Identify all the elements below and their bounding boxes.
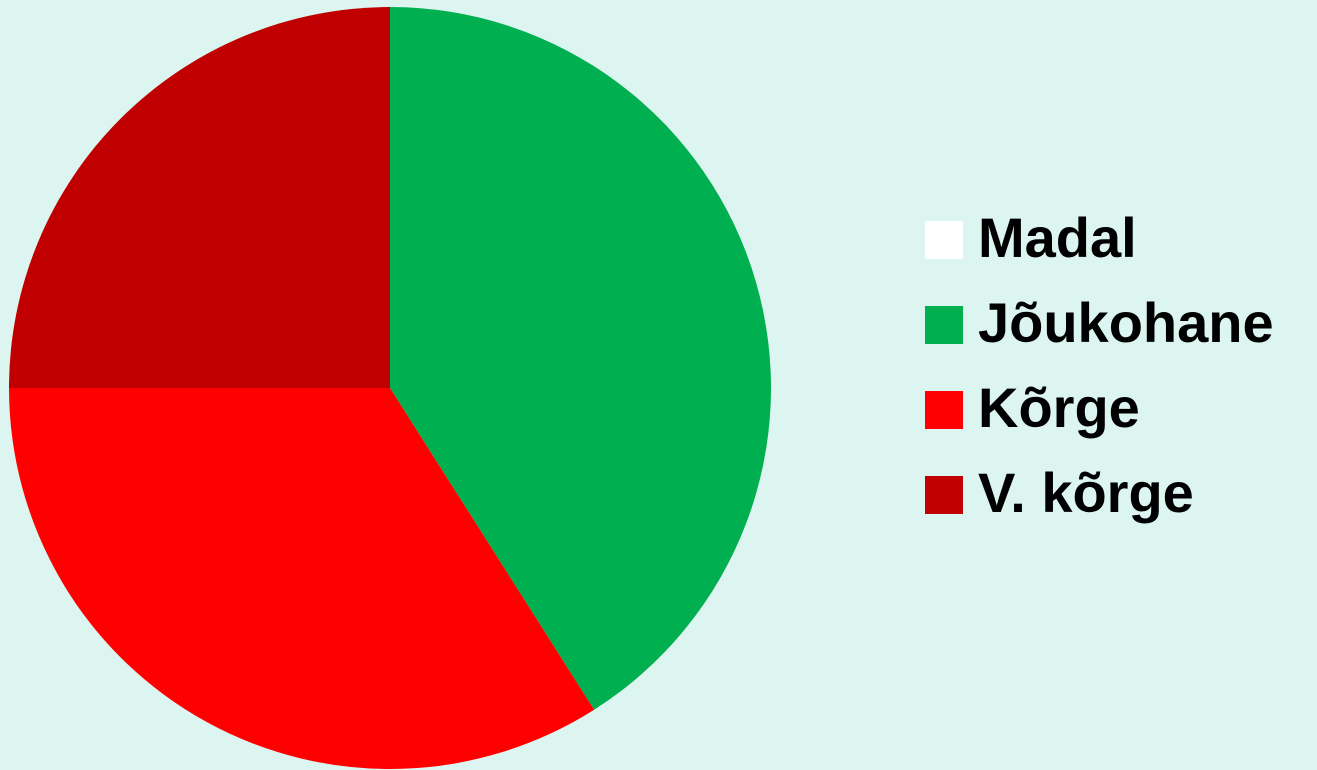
legend-swatch (925, 391, 963, 429)
legend-label: Madal (978, 206, 1137, 269)
pie-slice (9, 7, 390, 388)
pie-slice (390, 7, 772, 710)
legend-swatch (925, 221, 963, 259)
legend-swatch (925, 476, 963, 514)
legend-label: Kõrge (978, 376, 1140, 439)
pie-slice (9, 388, 595, 769)
legend-swatch (925, 306, 963, 344)
legend-label: Jõukohane (978, 291, 1274, 354)
legend-label: V. kõrge (978, 461, 1194, 524)
